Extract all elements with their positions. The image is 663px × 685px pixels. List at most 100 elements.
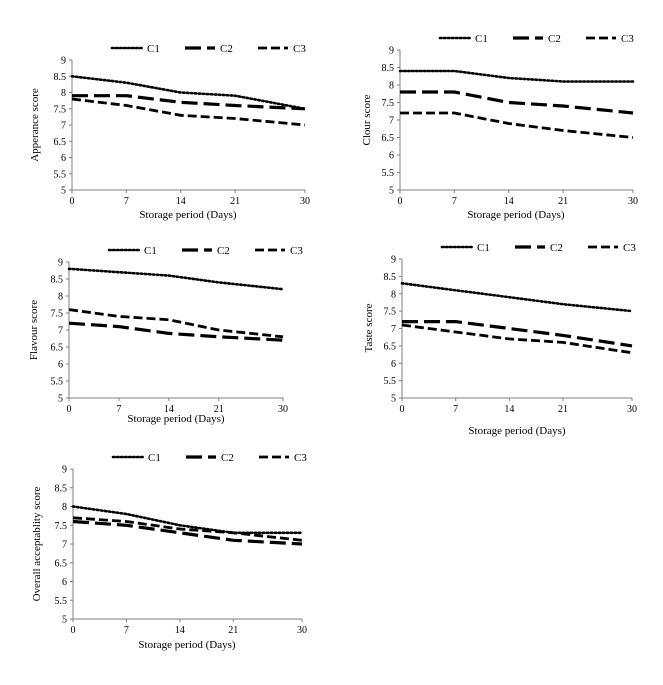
x-axis-title: Storage period (Days) — [138, 639, 235, 651]
legend-label-c3: C3 — [621, 33, 634, 45]
series-line-c3 — [72, 516, 303, 542]
series-line-c1 — [67, 267, 285, 291]
y-tick-label: 8.5 — [54, 72, 67, 83]
y-tick-label: 8 — [58, 292, 63, 303]
y-tick-label: 9 — [389, 46, 394, 57]
x-tick-label: 14 — [504, 404, 514, 415]
legend-label-c2: C2 — [550, 242, 563, 254]
y-tick-label: 7 — [62, 540, 67, 551]
series-line-c1 — [70, 75, 307, 111]
legend-label-c1: C1 — [144, 245, 157, 257]
x-tick-label: 0 — [70, 196, 75, 207]
x-tick-label: 7 — [453, 404, 458, 415]
x-tick-label: 7 — [116, 404, 121, 415]
y-tick-label: 5.5 — [55, 596, 68, 607]
series-line-c2 — [72, 519, 303, 546]
x-tick-label: 14 — [176, 196, 186, 207]
series-line-c2 — [68, 321, 284, 342]
x-tick-label: 7 — [124, 196, 129, 207]
x-tick-label: 30 — [297, 625, 307, 636]
y-axis-title: Taste score — [363, 303, 375, 352]
series-line-c3 — [400, 111, 634, 139]
series-line-c1 — [398, 69, 635, 83]
y-tick-label: 5 — [61, 186, 66, 197]
y-tick-label: 6.5 — [54, 137, 67, 148]
y-tick-label: 7 — [391, 324, 396, 335]
y-tick-label: 9 — [62, 465, 67, 476]
x-axis-title: Storage period (Days) — [127, 413, 224, 425]
series-line-c3 — [68, 308, 284, 339]
legend-label-c3: C3 — [290, 245, 303, 257]
y-tick-label: 8 — [62, 502, 67, 513]
x-tick-label: 14 — [175, 625, 185, 636]
x-tick-label: 30 — [278, 404, 288, 415]
y-tick-label: 6.5 — [55, 558, 68, 569]
y-tick-label: 6.5 — [51, 343, 64, 354]
x-tick-label: 30 — [627, 404, 637, 415]
x-tick-label: 7 — [124, 625, 129, 636]
y-axis-title: Apperance score — [29, 88, 41, 162]
series-line-c3 — [401, 323, 633, 355]
y-axis-title: Overall acceptablity score — [31, 486, 43, 601]
y-tick-label: 6 — [389, 151, 394, 162]
y-tick-label: 9 — [58, 258, 63, 269]
legend-label-c2: C2 — [548, 33, 561, 45]
y-tick-label: 6 — [391, 359, 396, 370]
y-tick-label: 7 — [61, 121, 66, 132]
y-axis-title: Clour score — [361, 94, 373, 145]
y-tick-label: 5.5 — [51, 377, 64, 388]
y-tick-label: 7.5 — [384, 307, 397, 318]
legend-label-c1: C1 — [148, 452, 161, 464]
series-line-c3 — [71, 97, 306, 127]
x-tick-label: 21 — [214, 404, 224, 415]
y-axis-title: Flavour score — [28, 300, 40, 360]
chart-panel-overall-acceptability: Overall acceptablity score Storage perio… — [31, 452, 307, 651]
legend-label-c3: C3 — [293, 43, 306, 55]
y-tick-label: 5.5 — [54, 169, 67, 180]
x-tick-label: 14 — [504, 196, 514, 207]
y-tick-label: 8 — [391, 289, 396, 300]
x-tick-label: 14 — [164, 404, 174, 415]
legend-label-c1: C1 — [477, 242, 490, 254]
y-tick-label: 7 — [389, 116, 394, 127]
x-axis-title: Storage period (Days) — [468, 425, 565, 437]
series-line-c2 — [400, 90, 634, 115]
y-tick-label: 5 — [62, 615, 67, 626]
y-tick-label: 6 — [61, 153, 66, 164]
x-tick-label: 30 — [300, 196, 310, 207]
x-tick-label: 0 — [67, 404, 72, 415]
y-tick-label: 8.5 — [55, 483, 68, 494]
y-tick-label: 9 — [391, 255, 396, 266]
series-line-c1 — [71, 505, 304, 535]
y-tick-label: 7.5 — [382, 98, 395, 109]
y-tick-label: 7.5 — [54, 104, 67, 115]
y-tick-label: 8.5 — [384, 272, 397, 283]
y-tick-label: 7 — [58, 326, 63, 337]
x-tick-label: 21 — [230, 196, 240, 207]
legend-label-c2: C2 — [221, 452, 234, 464]
x-tick-label: 0 — [400, 404, 405, 415]
y-tick-label: 5 — [58, 394, 63, 405]
x-axis-title: Storage period (Days) — [139, 209, 236, 221]
y-tick-label: 6 — [62, 577, 67, 588]
series-line-c2 — [402, 320, 633, 348]
y-tick-label: 5 — [389, 186, 394, 197]
y-tick-label: 5.5 — [382, 168, 395, 179]
y-tick-label: 5.5 — [384, 376, 397, 387]
x-tick-label: 0 — [71, 625, 76, 636]
x-tick-label: 30 — [628, 196, 638, 207]
y-tick-label: 6.5 — [384, 341, 397, 352]
series-line-c2 — [72, 94, 306, 111]
y-tick-label: 7.5 — [55, 521, 68, 532]
x-tick-label: 21 — [558, 404, 568, 415]
y-tick-label: 8.5 — [382, 63, 395, 74]
legend-label-c2: C2 — [217, 245, 230, 257]
x-axis-title: Storage period (Days) — [467, 209, 564, 221]
series-line-c1 — [400, 281, 634, 313]
legend-label-c3: C3 — [294, 452, 307, 464]
chart-panel-taste: Taste score Storage period (Days) 5 5.5 6 6… — [363, 242, 637, 437]
y-tick-label: 6.5 — [382, 133, 395, 144]
legend-label-c1: C1 — [475, 33, 488, 45]
y-tick-label: 8 — [389, 81, 394, 92]
